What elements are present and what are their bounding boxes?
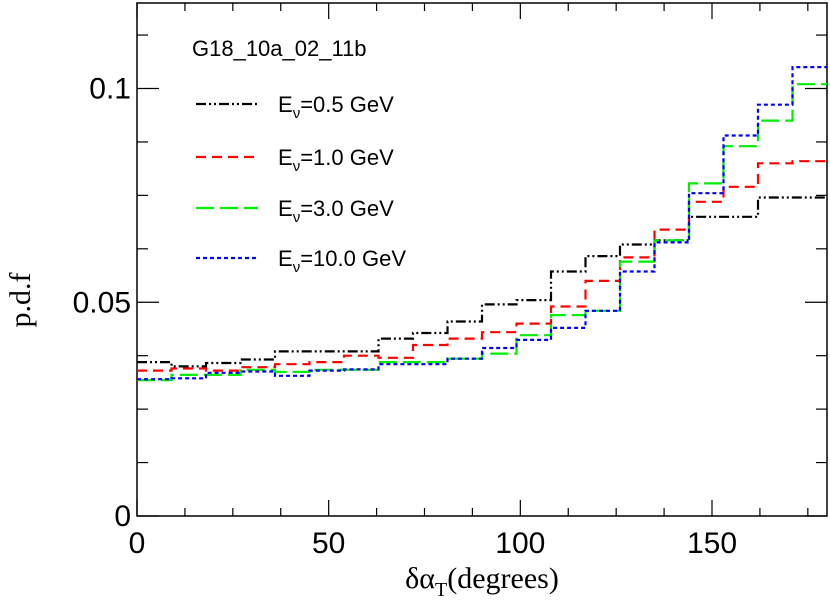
x-tick-label: 150 xyxy=(687,527,737,560)
series-line-10-0gev xyxy=(137,66,827,381)
series-line-3-0gev xyxy=(137,83,827,382)
legend-label-1-0gev: Eν=1.0 GeV xyxy=(278,145,394,175)
plot-frame xyxy=(136,2,828,517)
legend-label-rest: =3.0 GeV xyxy=(300,196,394,221)
y-tick-label: 0.05 xyxy=(73,286,131,319)
legend-label-rest: =0.5 GeV xyxy=(300,92,394,117)
legend-title: G18_10a_02_11b xyxy=(192,36,367,61)
series-layer xyxy=(137,66,827,382)
legend-label-main: E xyxy=(278,196,293,221)
x-axis-title-rest: (degrees) xyxy=(447,562,559,595)
legend-label-3-0gev: Eν=3.0 GeV xyxy=(278,196,394,226)
x-tick-label: 100 xyxy=(495,527,545,560)
legend-label-subscript: ν xyxy=(293,105,301,122)
x-tick-label: 0 xyxy=(129,527,146,560)
x-axis-title-main: δα xyxy=(405,562,435,595)
legend-label-0-5gev: Eν=0.5 GeV xyxy=(278,92,394,122)
legend-label-10-0gev: Eν=10.0 GeV xyxy=(278,246,406,276)
y-axis-title: p.d.f xyxy=(4,273,37,328)
legend-label-rest: =10.0 GeV xyxy=(300,246,406,271)
x-axis-title: δαT(degrees) xyxy=(405,562,559,601)
x-axis-ticks: 0 50 100 150 xyxy=(129,3,809,560)
y-tick-label: 0.1 xyxy=(89,73,131,106)
series-line-1-0gev xyxy=(137,160,827,372)
y-tick-label: 0 xyxy=(114,500,131,533)
x-axis-title-subscript: T xyxy=(435,579,447,601)
y-axis-ticks: 0 0.05 0.1 xyxy=(73,34,827,533)
legend-label-subscript: ν xyxy=(293,259,301,276)
x-tick-label: 50 xyxy=(312,527,345,560)
legend-label-rest: =1.0 GeV xyxy=(300,145,394,170)
series-line-0-5gev xyxy=(137,196,827,368)
legend-label-main: E xyxy=(278,246,293,271)
legend-label-main: E xyxy=(278,92,293,117)
legend-label-subscript: ν xyxy=(293,209,301,226)
legend-label-subscript: ν xyxy=(293,158,301,175)
legend-label-main: E xyxy=(278,145,293,170)
